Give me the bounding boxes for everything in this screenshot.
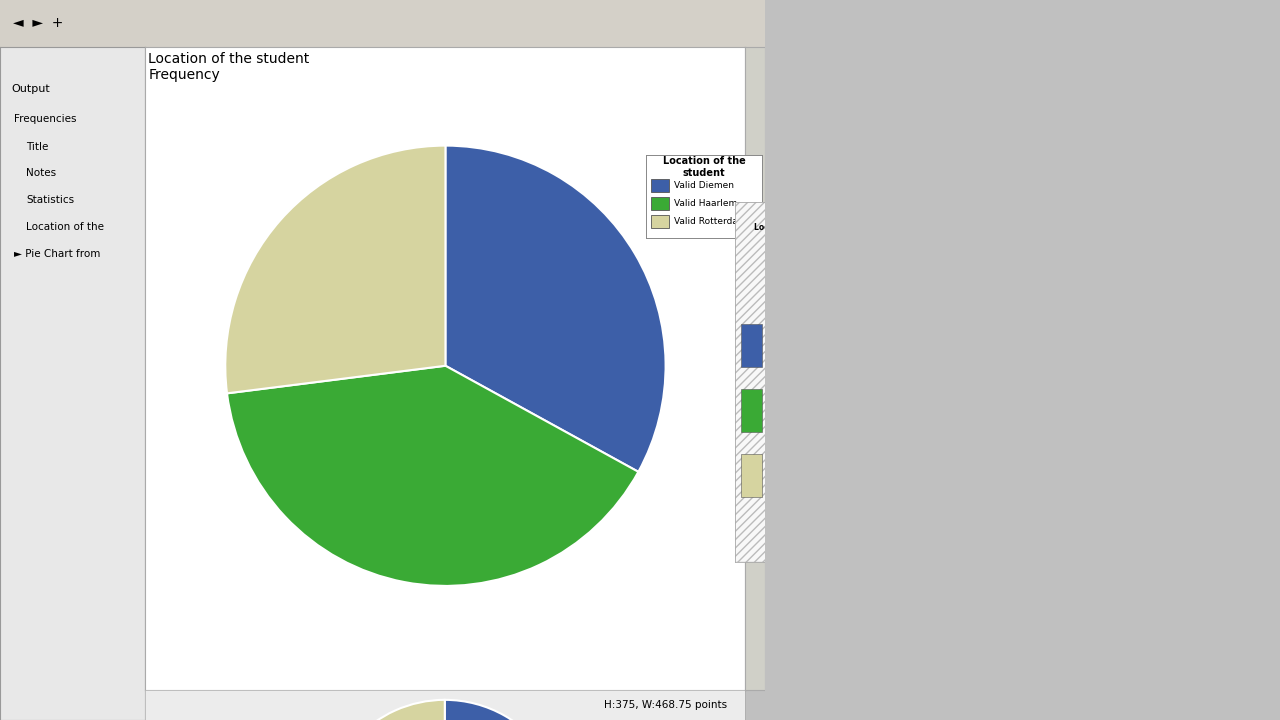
Text: Location of the
student: Location of the student: [754, 223, 820, 243]
Text: Frequencies: Frequencies: [14, 114, 77, 124]
Text: Valid Haarlem: Valid Haarlem: [675, 199, 737, 208]
Bar: [741, 454, 762, 497]
Text: Statistics: Statistics: [26, 195, 74, 205]
Text: Valid Haarlem: Valid Haarlem: [768, 408, 817, 413]
Text: Valid Rotterdam: Valid Rotterdam: [675, 217, 746, 226]
Bar: [652, 179, 669, 192]
Bar: [741, 324, 762, 367]
Text: Valid Diemen: Valid Diemen: [675, 181, 733, 190]
Bar: [652, 197, 669, 210]
Text: Notes: Notes: [26, 168, 56, 178]
Text: Location of the student
Frequency: Location of the student Frequency: [148, 53, 310, 83]
Wedge shape: [227, 366, 639, 586]
Wedge shape: [324, 700, 445, 720]
Bar: [652, 215, 669, 228]
Bar: [741, 389, 762, 432]
Text: ► Pie Chart from: ► Pie Chart from: [14, 248, 101, 258]
Wedge shape: [225, 145, 445, 393]
Wedge shape: [445, 145, 666, 472]
Text: Valid Diemen: Valid Diemen: [768, 343, 814, 348]
Text: Valid Rotterdam: Valid Rotterdam: [768, 472, 824, 478]
Text: H:375, W:468.75 points: H:375, W:468.75 points: [604, 700, 727, 710]
Text: ◄  ►  +: ◄ ► +: [13, 17, 63, 30]
Text: Output: Output: [12, 84, 50, 94]
Wedge shape: [444, 700, 566, 720]
Text: Title: Title: [26, 143, 49, 153]
Text: Location of the: Location of the: [26, 222, 104, 232]
Text: Location of the
student: Location of the student: [663, 156, 745, 178]
